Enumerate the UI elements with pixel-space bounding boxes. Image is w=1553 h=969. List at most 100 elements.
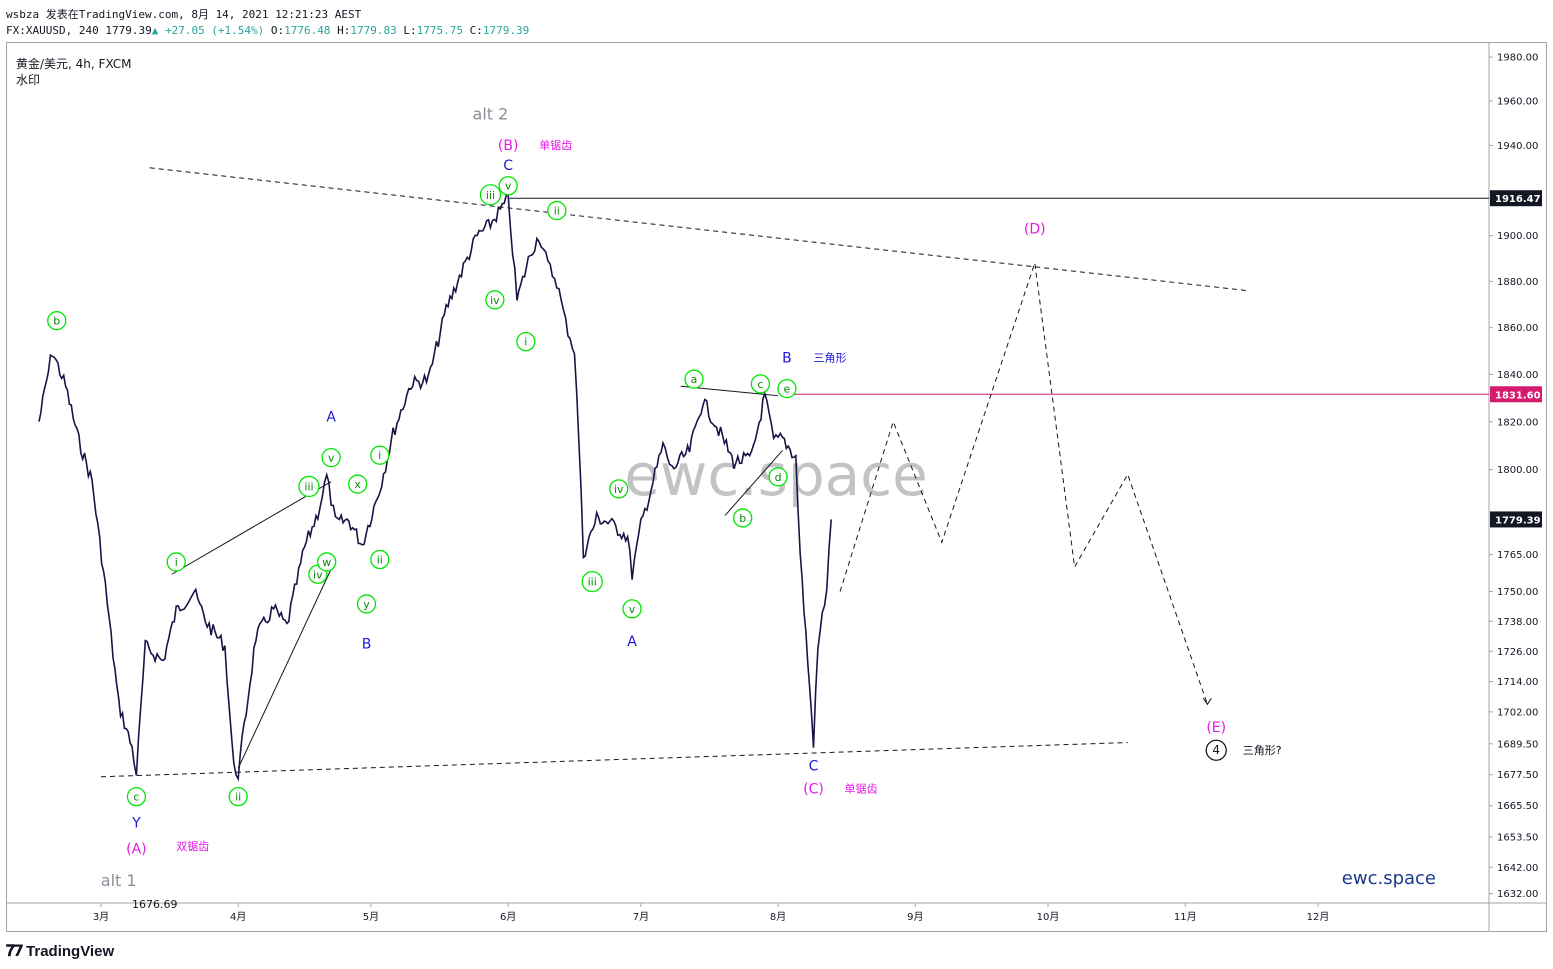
close-label: C: (469, 24, 483, 37)
publish-line: wsbza 发表在TradingView.com, 8月 14, 2021 12… (6, 8, 362, 21)
trendline-wedge-upper (171, 481, 332, 575)
price-tag-text: 1916.47 (1495, 194, 1541, 205)
price-tag-bg (1490, 190, 1542, 207)
wave-circle (317, 552, 337, 572)
price-tag: 1779.39 (1490, 511, 1542, 528)
price-tag: 1916.47 (1490, 190, 1542, 207)
wave-label-magenta: (B) (498, 138, 519, 154)
wave-label-green: v (622, 599, 642, 619)
wave-circle (622, 599, 642, 619)
wave-label-green: iii (479, 184, 502, 206)
open-value: 1776.48 (284, 24, 331, 37)
x-tick-label: 8月 (770, 911, 786, 923)
wave-label-text: v (328, 452, 335, 465)
wave-circle (348, 474, 368, 494)
wave-label-green: w (317, 552, 337, 572)
alt-count-label: alt 1 (101, 871, 137, 890)
symbol-interval: FX:XAUUSD, 240 (6, 24, 99, 37)
wave-label-text: ii (377, 553, 383, 566)
wave-label-green: x (348, 474, 368, 494)
wave-label-green: ii (547, 200, 567, 221)
price-series (38, 192, 832, 782)
wave-circle (47, 311, 67, 331)
footer[interactable]: 𝟕7 TradingView (6, 940, 114, 962)
wave-circle (547, 200, 567, 221)
wave-label-green: i (516, 332, 536, 352)
wave-label-text: iv (490, 294, 500, 307)
wave-circle (485, 290, 505, 310)
wave-label-text: a (691, 373, 698, 386)
wave-label-text: b (53, 315, 60, 328)
wave-circle (768, 467, 788, 487)
wave-note: 双锯齿 (176, 839, 209, 853)
y-tick-label: 1653.50 (1497, 833, 1538, 844)
wave-circle (750, 374, 771, 394)
wave-label-magenta: (D) (1024, 221, 1046, 237)
trendline-e-b-line (724, 450, 783, 516)
wave-label-green: c (750, 374, 771, 394)
ohlc-line: FX:XAUUSD, 240 1779.39▲ +27.05 (+1.54%) … (6, 24, 529, 37)
wave-label-green: b (47, 311, 67, 331)
wave-label-blue: B (362, 636, 372, 652)
x-tick-label: 9月 (907, 911, 923, 923)
wave-label-text: ii (235, 791, 241, 804)
wave-label-text: c (133, 791, 139, 804)
price-tag-bg (1490, 511, 1542, 528)
wave-label-text: b (739, 512, 746, 525)
wave-label-text: e (784, 383, 791, 396)
y-tick-label: 1765.00 (1497, 550, 1538, 561)
x-tick-label: 4月 (230, 911, 246, 923)
wave-circle (684, 369, 704, 389)
y-tick-label: 1677.50 (1497, 770, 1538, 781)
wave-label-text: y (363, 598, 370, 611)
chart-frame[interactable] (6, 42, 1547, 932)
close-value: 1779.39 (482, 24, 530, 37)
wave-label-degree: 4 (1205, 739, 1227, 761)
wave-circle (1205, 739, 1227, 761)
wave-label-magenta: (C) (803, 782, 824, 798)
wave-circle (777, 378, 797, 399)
price-tag-text: 1831.60 (1495, 390, 1541, 401)
wave-label-text: iii (304, 480, 313, 493)
last-price: 1779.39 (105, 24, 152, 37)
wave-label-green: iii (298, 475, 320, 498)
x-tick-label: 12月 (1307, 911, 1330, 923)
x-tick-label: 11月 (1174, 911, 1197, 923)
wave-label-green: y (356, 594, 377, 614)
brand-label: ewc.space (1342, 868, 1436, 889)
change: +27.05 (+1.54%) (164, 24, 265, 37)
y-tick-label: 1702.00 (1497, 707, 1538, 718)
wave-label-text: w (322, 556, 331, 569)
wave-circle (498, 176, 518, 196)
wave-label-blue: 三角形 (813, 352, 846, 365)
wave-label-text: c (757, 378, 763, 391)
y-tick-label: 1900.00 (1497, 231, 1538, 242)
x-tick-label: 6月 (500, 911, 516, 923)
wave-label-text: i (175, 556, 178, 569)
wave-circle (581, 570, 603, 593)
y-tick-label: 1840.00 (1497, 370, 1538, 381)
footer-brand: TradingView (26, 942, 115, 960)
wave-label-blue: Y (131, 815, 141, 831)
price-tag-text: 1779.39 (1495, 515, 1541, 526)
wave-circle (609, 479, 629, 499)
wave-label-green: ii (228, 787, 248, 807)
y-tick-label: 1750.00 (1497, 587, 1538, 598)
wave-label-text: i (378, 449, 381, 462)
open-label: O: (270, 24, 285, 37)
wave-label-text: i (524, 336, 527, 349)
y-tick-label: 1665.50 (1497, 801, 1538, 812)
wave-label-green: ii (370, 549, 390, 570)
wave-note: 三角形? (1243, 744, 1282, 757)
wave-label-text: v (505, 180, 512, 193)
wave-circle (321, 447, 341, 468)
low-value: 1775.75 (416, 24, 463, 37)
y-tick-label: 1632.00 (1497, 889, 1538, 900)
y-tick-label: 1738.00 (1497, 617, 1538, 628)
x-tick-label: 3月 (93, 911, 109, 923)
wave-label-green: iii (581, 570, 603, 593)
wave-circle (166, 552, 186, 572)
wave-label-green: d (768, 467, 788, 487)
tradingview-logo-icon: 𝟕7 (6, 941, 24, 960)
